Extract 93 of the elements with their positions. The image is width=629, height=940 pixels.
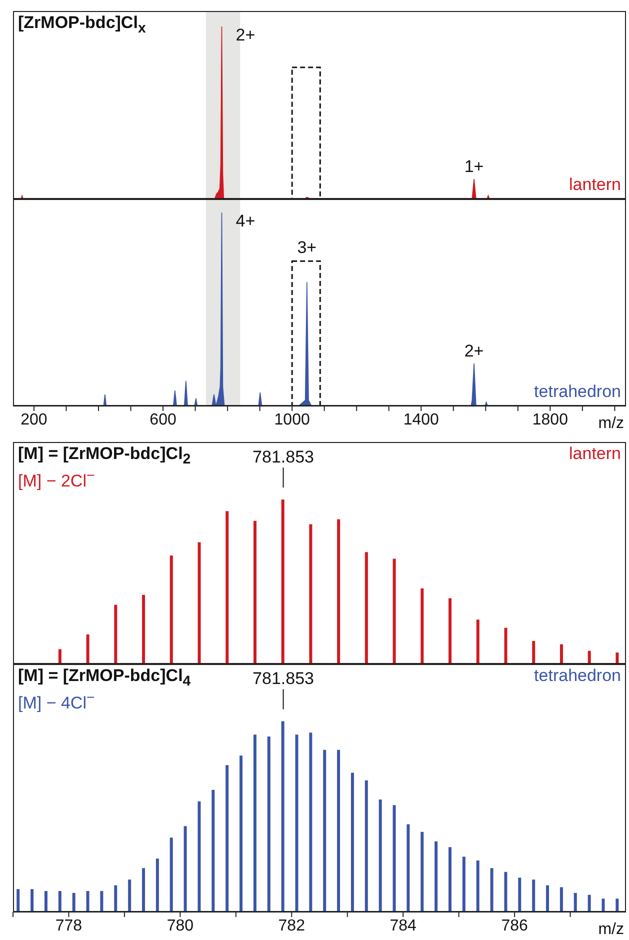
bar xyxy=(142,868,145,912)
bar xyxy=(560,887,563,912)
x-tick-label: 778 xyxy=(55,917,82,934)
bar xyxy=(309,524,312,664)
x-tick-label: 784 xyxy=(390,917,417,934)
bar xyxy=(142,594,146,664)
x-tick-label: 782 xyxy=(278,917,306,934)
bar xyxy=(86,634,90,664)
bar xyxy=(532,640,536,664)
bar xyxy=(240,756,243,912)
bar xyxy=(504,872,508,912)
bar xyxy=(560,644,563,664)
bar xyxy=(44,891,48,912)
bar xyxy=(16,889,20,912)
bar xyxy=(350,772,354,912)
bar xyxy=(309,732,312,912)
bar xyxy=(253,520,256,664)
bar xyxy=(462,856,466,912)
x-tick-label: 1800 xyxy=(532,411,568,428)
x-axis-title: m/z xyxy=(598,415,624,432)
bar xyxy=(156,858,159,912)
bar xyxy=(476,860,480,912)
series-label: lantern xyxy=(569,175,621,195)
bar xyxy=(378,799,382,912)
annotation: 2+ xyxy=(464,341,484,360)
bar xyxy=(588,650,591,664)
bar xyxy=(30,889,34,912)
bar xyxy=(518,878,522,912)
bar xyxy=(616,898,619,912)
series-label: tetrahedron xyxy=(534,382,621,402)
bar xyxy=(476,620,480,664)
x-tick-label: 780 xyxy=(166,917,194,934)
bar xyxy=(281,500,284,664)
bar xyxy=(226,511,229,664)
bar xyxy=(364,552,368,664)
bar xyxy=(114,604,118,664)
bar xyxy=(198,801,201,912)
bar xyxy=(532,880,536,912)
bar xyxy=(616,652,619,664)
bar xyxy=(504,628,508,664)
bar xyxy=(392,558,396,664)
bar xyxy=(212,790,215,912)
bar xyxy=(490,868,494,912)
bar xyxy=(170,555,173,664)
bar xyxy=(86,891,90,912)
bar xyxy=(281,721,284,912)
bar xyxy=(448,847,452,912)
bar xyxy=(420,588,424,664)
chart-subtitle: [M] − 2Cl$^{−}$ xyxy=(18,468,95,492)
bar xyxy=(128,880,132,912)
annotation: 4+ xyxy=(236,212,256,231)
annotation: 3+ xyxy=(297,238,317,257)
bar xyxy=(267,736,270,912)
chart-title: [M] = [ZrMOP-bdc]Cl$_{2}$ xyxy=(18,444,191,468)
bar xyxy=(72,892,76,912)
bar xyxy=(100,891,104,912)
bar xyxy=(323,750,326,912)
bar xyxy=(420,832,424,912)
text: lantern xyxy=(569,444,621,464)
annotation: 2+ xyxy=(236,26,256,45)
bar xyxy=(364,780,368,912)
chart-title: [ZrMOP-bdc]Cl$_{x}$ xyxy=(18,13,146,36)
bar xyxy=(337,519,340,664)
bar xyxy=(588,894,591,912)
x-tick-label: 1400 xyxy=(403,411,440,428)
x-axis-title: m/z xyxy=(598,921,624,938)
annotation: 1+ xyxy=(464,156,484,176)
bar xyxy=(546,885,550,912)
bar xyxy=(170,838,173,912)
text: tetrahedron xyxy=(534,666,621,686)
bar xyxy=(58,891,62,912)
bar xyxy=(58,649,62,664)
x-tick-label: 1000 xyxy=(274,411,310,428)
bar xyxy=(434,841,438,912)
bar xyxy=(448,598,452,664)
bar xyxy=(114,885,118,912)
bar xyxy=(574,892,577,912)
chart-subtitle: [M] − 4Cl$^{−}$ xyxy=(18,690,95,714)
x-tick-label: 786 xyxy=(501,917,528,934)
bar xyxy=(295,734,298,912)
annotation: 781.853 xyxy=(252,448,314,467)
bar xyxy=(602,898,605,912)
annotation: 781.853 xyxy=(252,669,314,688)
chart-title: [M] = [ZrMOP-bdc]Cl$_{4}$ xyxy=(18,666,191,690)
bar xyxy=(198,542,201,664)
bar xyxy=(337,750,340,912)
bar xyxy=(184,826,187,912)
bar xyxy=(392,805,396,912)
x-tick-label: 200 xyxy=(20,411,48,428)
bar xyxy=(226,765,229,912)
bar xyxy=(406,824,410,912)
bar xyxy=(253,734,256,912)
x-tick-label: 600 xyxy=(150,411,176,428)
